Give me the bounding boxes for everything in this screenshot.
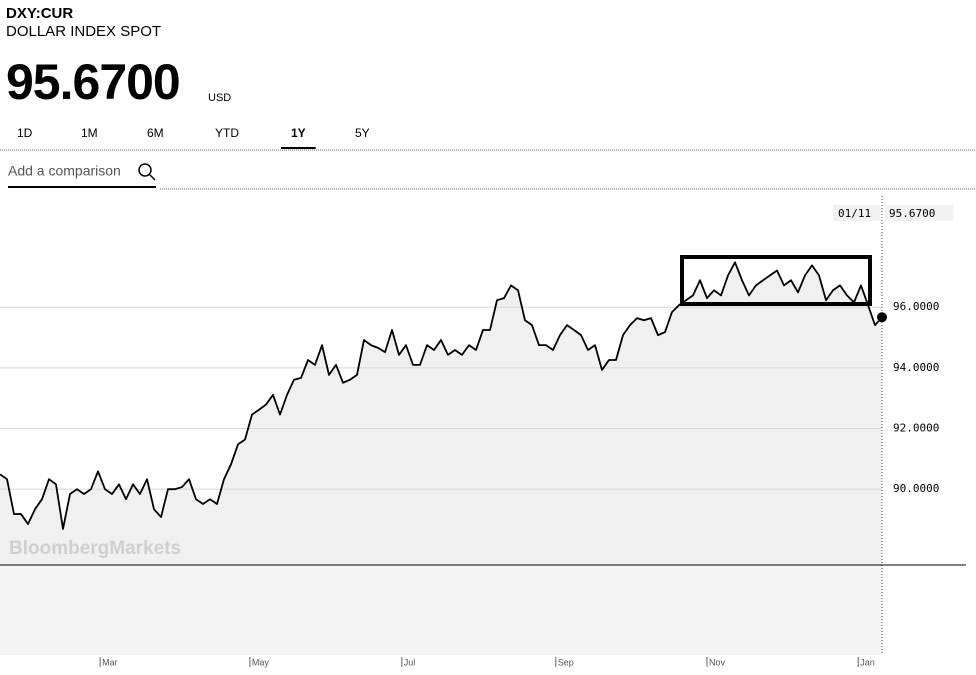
tab[interactable]: 1D xyxy=(17,126,33,140)
x-tick-label: May xyxy=(252,657,270,667)
x-tick-label: Nov xyxy=(709,657,726,667)
chart: 90.0000 92.0000 94.0000 96.0000 BloombergMar… xyxy=(0,196,966,667)
highlight-box xyxy=(680,255,872,306)
tab[interactable]: 6M xyxy=(147,126,164,140)
price: 95.6700 xyxy=(6,54,180,110)
y-tick-label: 94.0000 xyxy=(893,361,939,374)
x-tick-label: Jul xyxy=(404,657,416,667)
security-name: DOLLAR INDEX SPOT xyxy=(6,23,161,40)
date-label: 01/11 xyxy=(838,207,871,220)
last-point xyxy=(877,312,887,323)
x-tick-label: Jan xyxy=(860,657,875,667)
tabs: 1D 1M 6M YTD 1Y 5Y xyxy=(17,126,370,149)
x-tick-label: Sep xyxy=(558,657,574,667)
tab[interactable]: 1Y xyxy=(291,126,306,140)
value-label: 95.6700 xyxy=(889,207,935,220)
y-tick-label: 96.0000 xyxy=(893,300,939,313)
lower-panel xyxy=(0,565,882,655)
tab[interactable]: YTD xyxy=(215,126,239,140)
ticker: DXY:CUR xyxy=(6,5,73,22)
tab[interactable]: 5Y xyxy=(355,126,370,140)
tab[interactable]: 1M xyxy=(81,126,98,140)
search-input[interactable]: Add a comparison xyxy=(8,163,121,179)
search-icon[interactable] xyxy=(138,163,156,181)
date-badge xyxy=(833,205,880,221)
area xyxy=(0,262,882,565)
watermark: BloombergMarkets xyxy=(9,538,181,559)
value-badge xyxy=(885,205,953,221)
y-tick-label: 90.0000 xyxy=(893,482,939,495)
x-tick-label: Mar xyxy=(102,657,118,667)
currency: USD xyxy=(208,92,231,104)
y-tick-label: 92.0000 xyxy=(893,422,939,435)
line xyxy=(0,261,883,530)
